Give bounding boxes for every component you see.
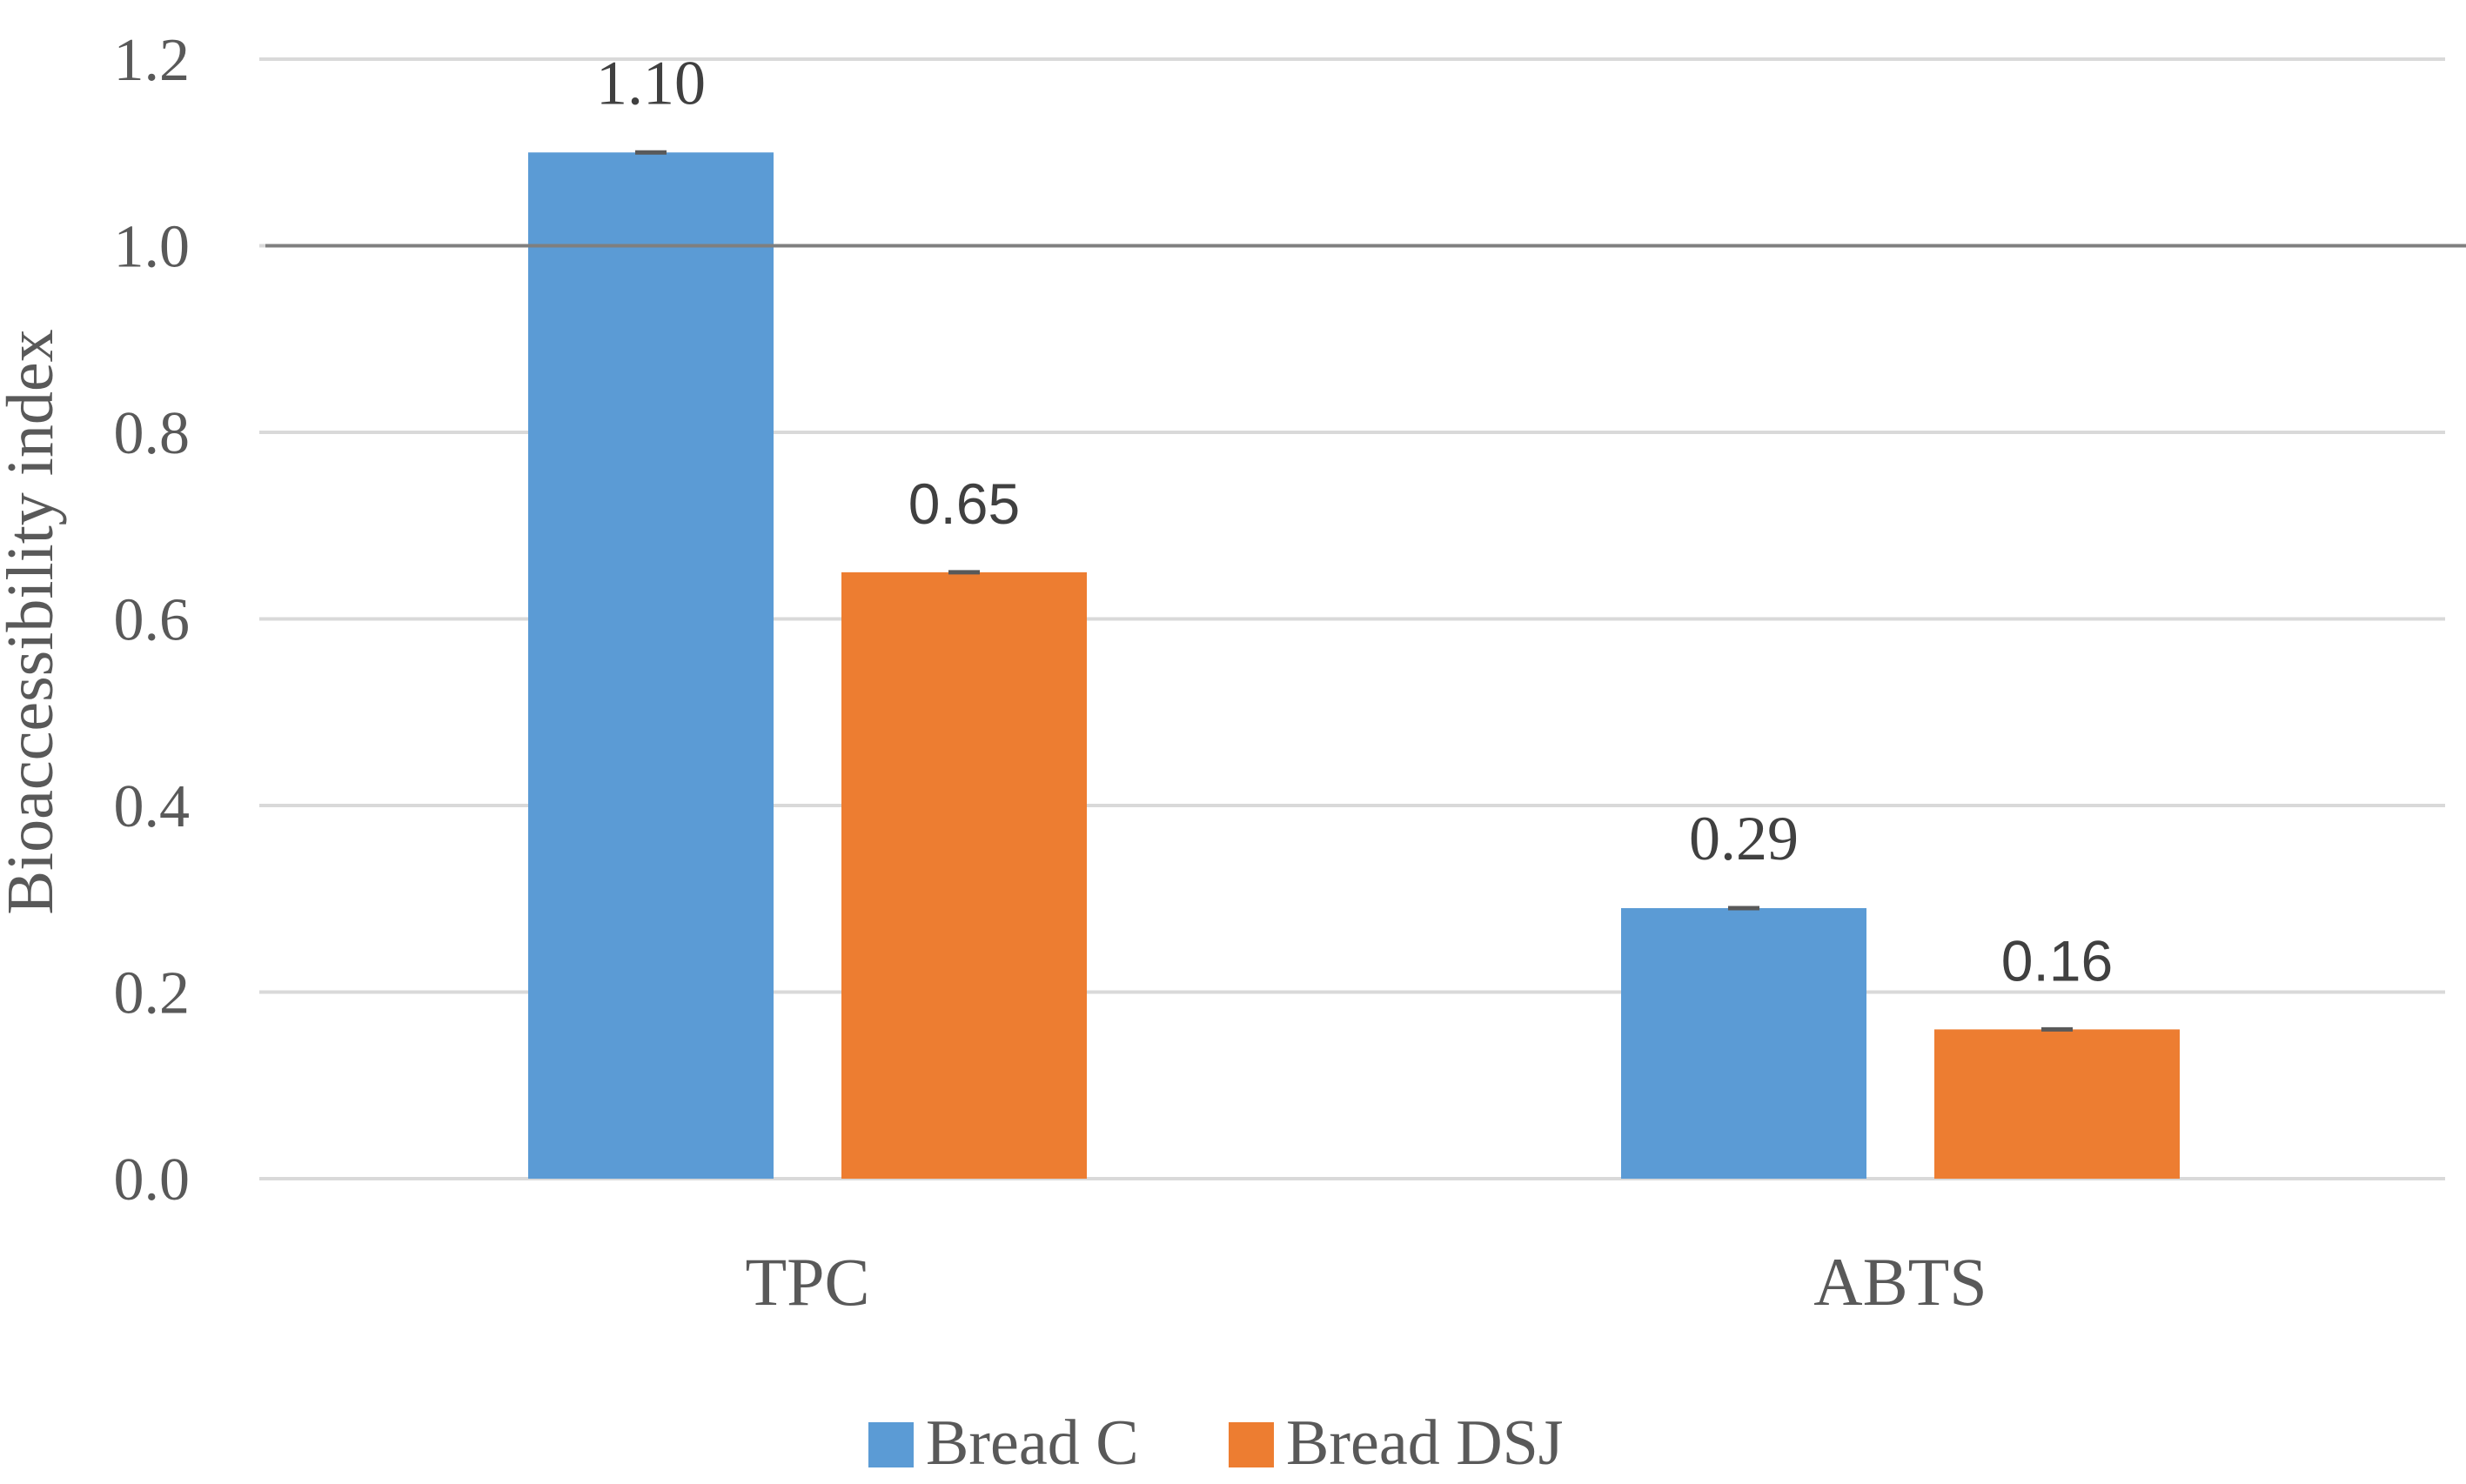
y-axis-label: Bioaccessibility index xyxy=(0,329,67,914)
bar-bread-dsj-tpc xyxy=(841,572,1087,1179)
data-label: 1.10 xyxy=(596,48,706,117)
y-tick-label: 0.8 xyxy=(114,400,191,467)
legend-label: Bread DSJ xyxy=(1286,1407,1564,1479)
y-tick-label: 1.2 xyxy=(114,27,191,94)
x-category-label: TPC xyxy=(745,1244,869,1320)
bars xyxy=(528,150,2180,1179)
data-label: 0.29 xyxy=(1689,804,1799,873)
x-axis-categories: TPC ABTS xyxy=(745,1244,1987,1320)
data-label: 0.65 xyxy=(908,471,1020,536)
legend-swatch xyxy=(1229,1422,1274,1467)
y-tick-label: 0.4 xyxy=(114,773,191,840)
legend: Bread C Bread DSJ xyxy=(868,1407,1564,1479)
data-labels: 1.10 0.65 0.29 0.16 xyxy=(596,48,2113,993)
x-category-label: ABTS xyxy=(1813,1244,1987,1320)
legend-label: Bread C xyxy=(926,1407,1139,1479)
y-tick-label: 0.6 xyxy=(114,587,191,654)
bar-bread-dsj-abts xyxy=(1934,1029,2180,1179)
bar-bread-c-tpc xyxy=(528,152,774,1179)
y-tick-label: 1.0 xyxy=(114,214,191,281)
legend-swatch xyxy=(868,1422,914,1467)
y-axis-ticks: 0.0 0.2 0.4 0.6 0.8 1.0 1.2 xyxy=(114,27,191,1213)
data-label: 0.16 xyxy=(2001,928,2113,993)
bar-bread-c-abts xyxy=(1621,907,1866,1179)
y-tick-label: 0.0 xyxy=(114,1146,191,1213)
y-tick-label: 0.2 xyxy=(114,960,191,1027)
